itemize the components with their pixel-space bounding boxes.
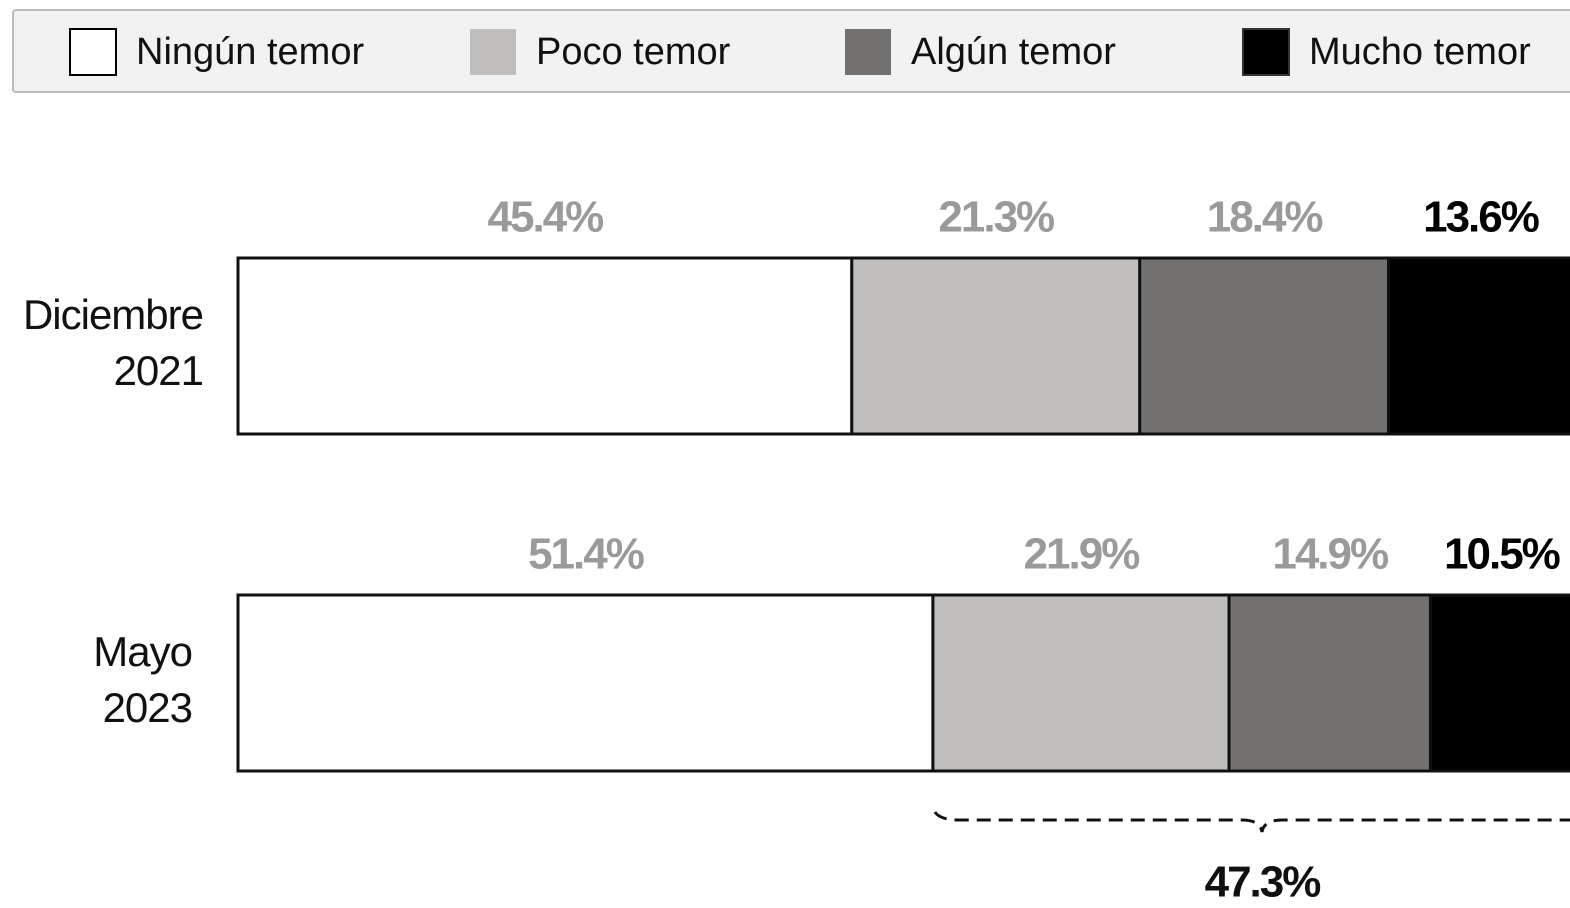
category-label: Mayo 2023	[93, 628, 192, 731]
brace	[933, 811, 1570, 833]
value-label: 14.9%	[1272, 530, 1388, 579]
bar-segment	[236, 593, 935, 773]
bar-segment	[236, 256, 854, 436]
legend-box	[12, 9, 1570, 93]
category-label: Diciembre 2021	[23, 291, 203, 394]
bar-segment	[1227, 593, 1432, 773]
bar-segment	[1428, 593, 1570, 773]
value-label: 21.3%	[938, 193, 1054, 242]
value-label: 21.9%	[1024, 530, 1140, 579]
legend-label: Mucho temor	[1309, 31, 1531, 73]
category-line: Mayo	[93, 628, 192, 675]
legend-swatch	[470, 29, 516, 75]
value-label: 45.4%	[488, 193, 604, 242]
value-label: 51.4%	[528, 530, 644, 579]
value-label: 10.5%	[1444, 530, 1560, 579]
bar-segment	[850, 256, 1142, 436]
category-line: Diciembre	[23, 291, 203, 338]
legend-label: Ningún temor	[136, 31, 364, 73]
bar-segment	[1138, 256, 1391, 436]
legend-label: Algún temor	[911, 31, 1116, 73]
category-line: 2021	[114, 347, 203, 394]
bar-segment	[1387, 256, 1570, 436]
category-line: 2023	[103, 684, 192, 731]
legend-swatch	[845, 29, 891, 75]
annotation: 47.3%	[1205, 858, 1321, 907]
value-label: 18.4%	[1207, 193, 1323, 242]
legend-swatch	[69, 28, 117, 76]
bar-segment	[931, 593, 1231, 773]
legend-label: Poco temor	[536, 31, 731, 73]
value-label: 13.6%	[1423, 193, 1539, 242]
legend-swatch	[1242, 28, 1290, 76]
